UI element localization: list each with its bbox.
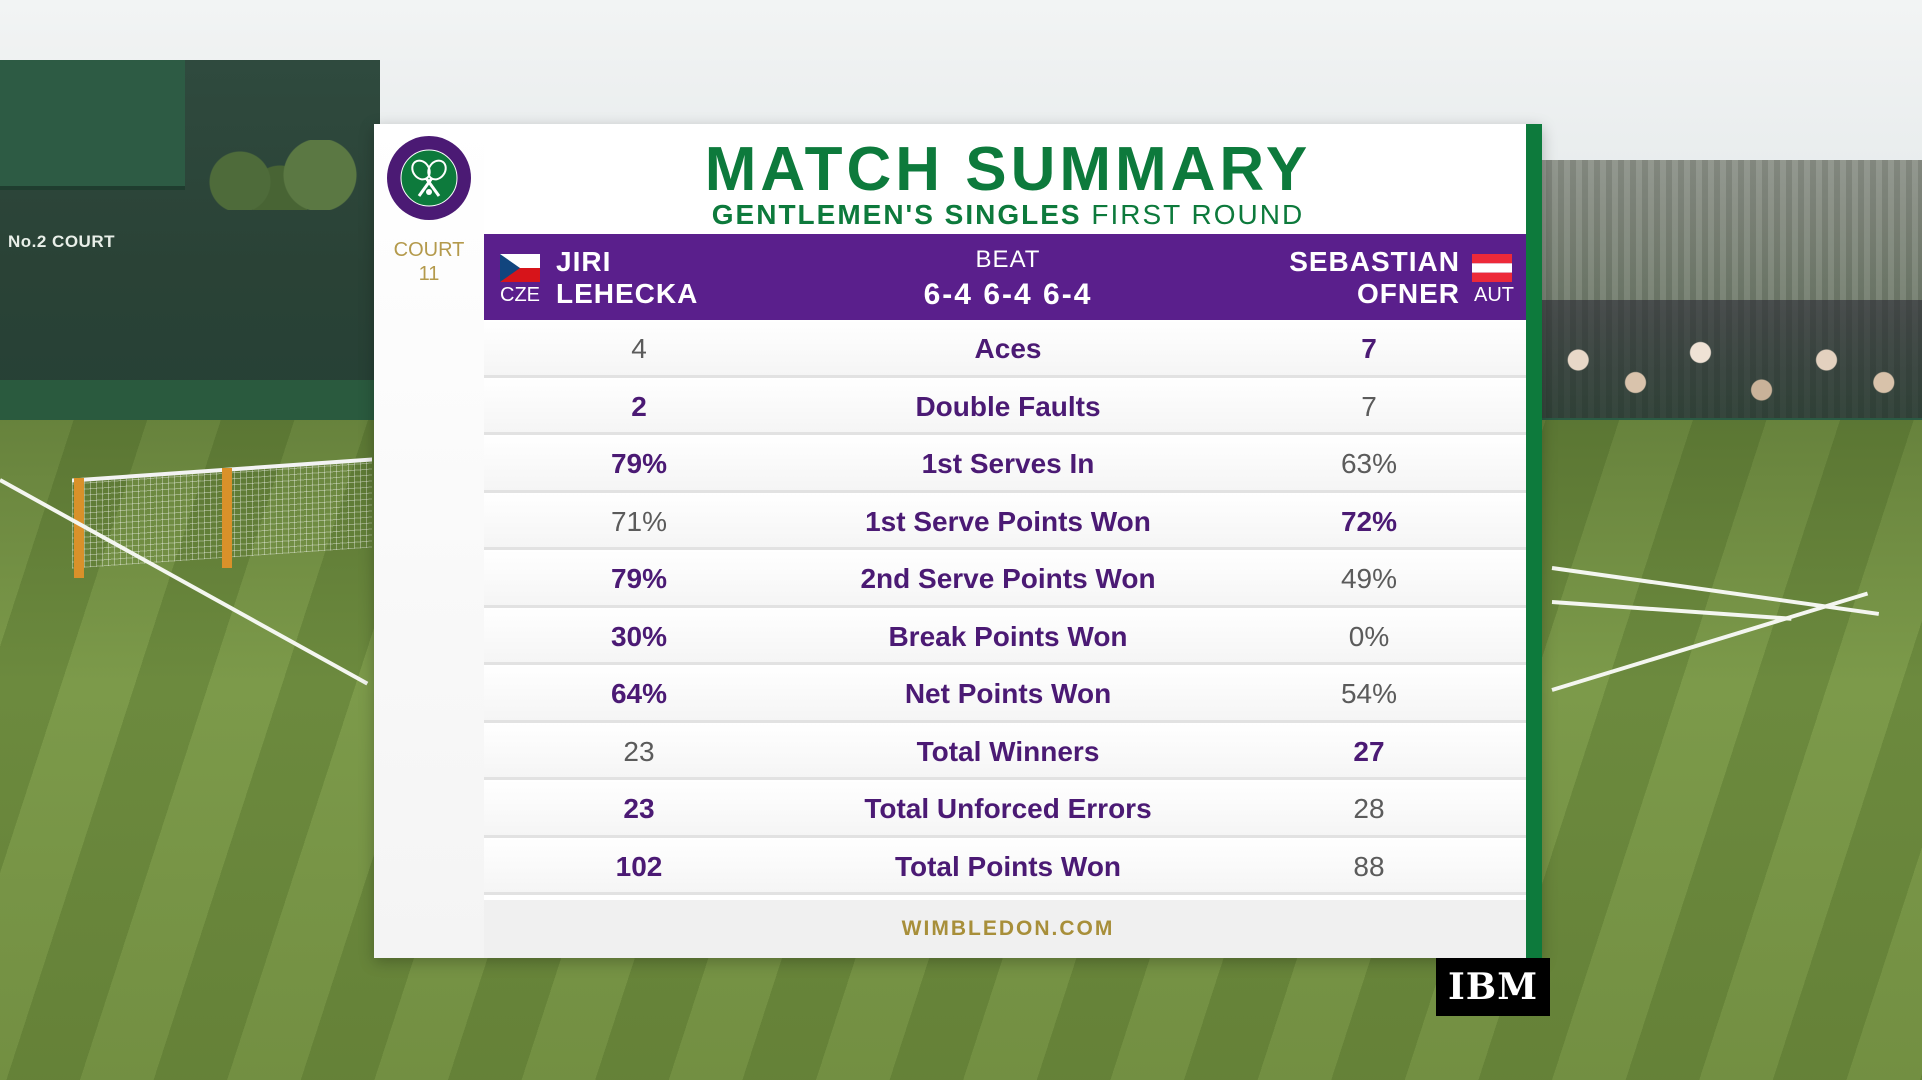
side-column: COURT 11 [374, 124, 484, 958]
stat-label: 1st Serve Points Won [865, 505, 1151, 537]
player2-value: 0% [1348, 620, 1390, 652]
player1-first-name: JIRI [556, 246, 612, 277]
player2-value: 27 [1353, 735, 1385, 767]
court-word: COURT [393, 239, 465, 261]
player1-country: CZE [500, 284, 540, 306]
player1-value: 102 [615, 850, 663, 882]
stat-label: Aces [974, 333, 1042, 364]
player1-value: 23 [623, 735, 655, 767]
stat-label: Total Unforced Errors [864, 793, 1152, 824]
net-post [222, 468, 232, 568]
player2-value: 54% [1340, 678, 1398, 709]
player1-value: 23 [623, 793, 655, 824]
player1-value: 64% [610, 678, 668, 709]
stat-label: Total Points Won [894, 850, 1122, 882]
ibm-logo: IBM [1436, 958, 1550, 1016]
match-summary-panel: COURT 11 MATCH SUMMARY GENTLEMEN'S SINGL… [374, 124, 1542, 958]
summary-main: MATCH SUMMARY GENTLEMEN'S SINGLES FIRST … [484, 124, 1532, 958]
player1-last-name: LEHECKA [556, 278, 699, 309]
page-title: MATCH SUMMARY [704, 135, 1312, 204]
player2-value: 49% [1340, 563, 1398, 594]
court-label: COURT 11 [374, 238, 484, 286]
stat-row: 102 Total Points Won 88 [484, 837, 1532, 895]
player2-first-name: SEBASTIAN [1289, 246, 1460, 277]
stat-label: Total Winners [916, 735, 1100, 767]
player1-value: 71% [610, 505, 668, 537]
player1-value: 79% [610, 448, 668, 479]
czech-flag-icon [500, 254, 540, 282]
match-score: 6-4 6-4 6-4 [923, 278, 1093, 311]
stat-row: 23 Total Unforced Errors 28 [484, 780, 1532, 838]
player1-value: 2 [631, 390, 647, 422]
stat-row: 30% Break Points Won 0% [484, 607, 1532, 665]
stat-label: Break Points Won [888, 620, 1128, 652]
player2-value: 28 [1353, 793, 1385, 824]
stat-row: 4 Aces 7 [484, 320, 1532, 378]
player1-value: 4 [631, 333, 647, 364]
player2-last-name: OFNER [1357, 278, 1460, 309]
website-footer: WIMBLEDON.COM [484, 900, 1532, 958]
players-header: CZE JIRI LEHECKA BEAT 6-4 6-4 6-4 SEBAST… [484, 234, 1532, 320]
player2-value: 7 [1361, 333, 1377, 364]
player2-country: AUT [1474, 284, 1514, 306]
player1-value: 30% [610, 620, 668, 652]
crossed-rackets-icon [389, 138, 469, 218]
trees [180, 140, 380, 210]
stats-table: 4 Aces 7 2 Double Faults 7 79% 1st Serve… [484, 320, 1532, 895]
stat-row: 2 Double Faults 7 [484, 377, 1532, 435]
player2-value: 7 [1361, 390, 1377, 422]
stand-roof [0, 60, 185, 190]
stat-row: 79% 2nd Serve Points Won 49% [484, 550, 1532, 608]
stat-row: 71% 1st Serve Points Won 72% [484, 492, 1532, 550]
player1-value: 79% [610, 563, 668, 594]
player2-value: 72% [1340, 505, 1398, 537]
wimbledon-logo-icon [387, 136, 471, 220]
stat-label: 2nd Serve Points Won [860, 563, 1156, 594]
stat-label: Double Faults [915, 390, 1101, 422]
round-name: FIRST ROUND [1091, 199, 1305, 230]
player2-value: 88 [1353, 850, 1385, 882]
court-number: 11 [418, 263, 440, 285]
stat-row: 64% Net Points Won 54% [484, 665, 1532, 723]
player2-value: 63% [1340, 448, 1398, 479]
stat-label: 1st Serves In [921, 448, 1095, 479]
stat-label: Net Points Won [904, 678, 1112, 709]
austrian-flag-icon [1472, 254, 1512, 282]
green-accent-bar [1526, 124, 1542, 958]
court-sign: No.2 COURT [8, 232, 115, 251]
stat-row: 79% 1st Serves In 63% [484, 435, 1532, 493]
event-name: GENTLEMEN'S SINGLES [711, 199, 1082, 230]
result-word: BEAT [975, 246, 1041, 273]
net-post [74, 478, 84, 578]
event-subtitle: GENTLEMEN'S SINGLES FIRST ROUND [484, 198, 1532, 232]
stat-row: 23 Total Winners 27 [484, 722, 1532, 780]
